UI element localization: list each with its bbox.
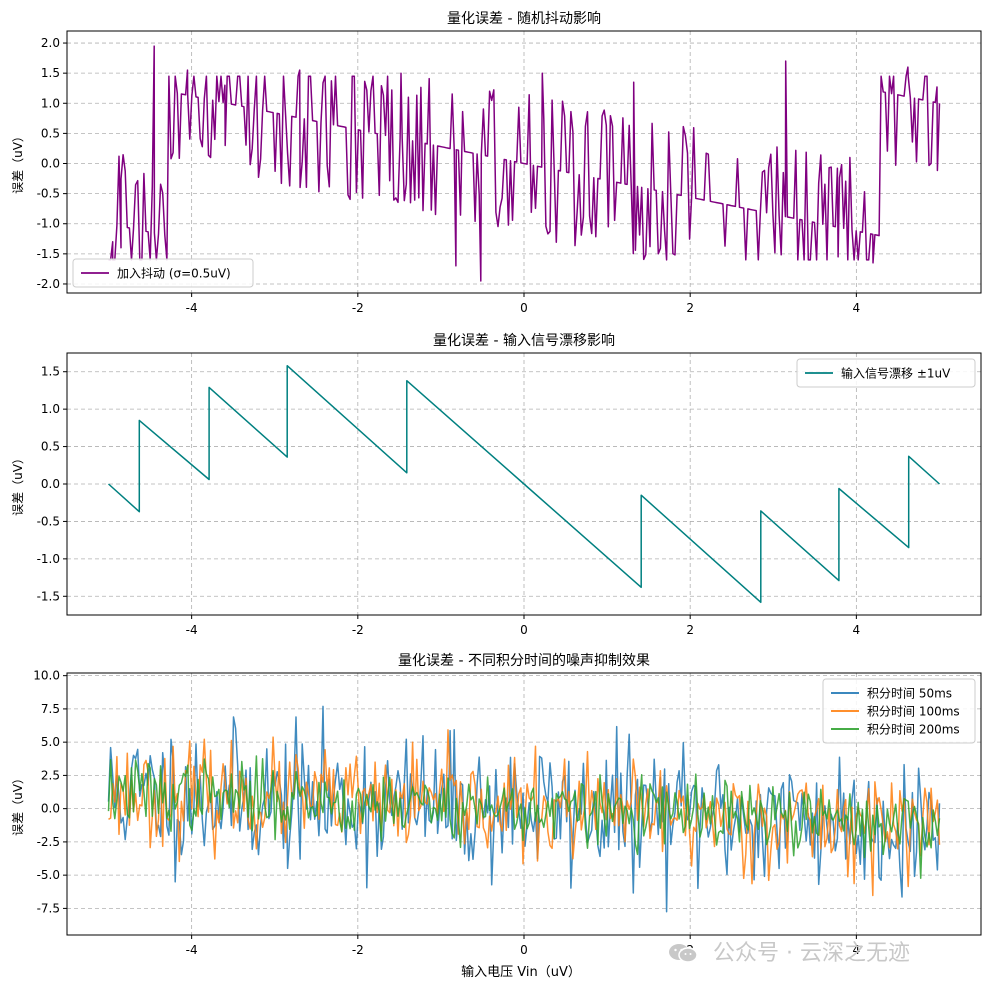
x-tick-label: 0 — [520, 943, 528, 957]
legend-label: 积分时间 200ms — [867, 723, 960, 737]
x-tick-label: 4 — [853, 943, 861, 957]
y-tick-label: 0.0 — [41, 802, 60, 816]
series-line — [108, 45, 941, 282]
legend-label: 加入抖动 (σ=0.5uV) — [117, 267, 231, 281]
x-tick-label: 0 — [520, 301, 528, 315]
x-tick-label: -2 — [352, 623, 364, 637]
wechat-icon — [669, 944, 698, 963]
chart-title: 量化误差 - 输入信号漂移影响 — [433, 333, 615, 349]
y-tick-label: -1.0 — [37, 217, 60, 231]
y-tick-label: 10.0 — [33, 669, 60, 683]
integration-time-noise-chart: -4-2024-7.5-5.0-2.50.02.55.07.510.0量化误差 … — [11, 653, 982, 957]
series-group — [107, 364, 941, 604]
y-tick-label: 0.5 — [41, 440, 60, 454]
y-tick-label: -1.0 — [37, 552, 60, 566]
y-tick-label: -7.5 — [37, 901, 60, 915]
x-tick-label: 4 — [853, 301, 861, 315]
y-tick-label: 0.5 — [41, 126, 60, 140]
drift-error-chart: -4 -2 0 2 4 -1.5 -1.0 -0.5 0.0 0.5 1.0 1.5 量化误差 - 输入… — [11, 333, 982, 637]
y-tick-label: -0.5 — [37, 187, 60, 201]
y-tick-label: -5.0 — [37, 868, 60, 882]
legend-label: 输入信号漂移 ±1uV — [841, 366, 951, 381]
x-tick-label: 4 — [853, 623, 861, 637]
y-axis-label: 误差（uV） — [11, 130, 25, 194]
series-group — [107, 705, 941, 913]
legend: 积分时间 50ms 积分时间 100ms 积分时间 200ms — [822, 678, 976, 744]
chart-title: 量化误差 - 随机抖动影响 — [447, 11, 601, 27]
x-tick-label: -4 — [186, 623, 198, 637]
watermark-text: 公众号 · 云深之无迹 — [713, 941, 910, 966]
series-line — [107, 755, 941, 879]
legend-box — [72, 258, 254, 288]
x-tick-label: -2 — [352, 301, 364, 315]
legend-label: 积分时间 50ms — [867, 687, 952, 701]
y-tick-label: 1.5 — [41, 66, 60, 80]
legend-label: 积分时间 100ms — [867, 705, 960, 719]
x-tick-label: -4 — [186, 943, 198, 957]
chart-title: 量化误差 - 不同积分时间的噪声抑制效果 — [398, 653, 650, 669]
watermark: 公众号 · 云深之无迹 — [668, 935, 910, 967]
x-axis-label: 输入电压 Vin（uV） — [461, 964, 581, 980]
y-tick-label: 0.0 — [41, 157, 60, 171]
y-tick-label: -1.5 — [37, 247, 60, 261]
x-tick-label: 2 — [686, 623, 694, 637]
legend: 输入信号漂移 ±1uV — [796, 358, 976, 388]
y-tick-label: 7.5 — [41, 702, 60, 716]
y-tick-label: 1.0 — [41, 402, 60, 416]
x-tick-label: 0 — [520, 623, 528, 637]
y-tick-label: 2.0 — [41, 36, 60, 50]
y-tick-label: 5.0 — [41, 735, 60, 749]
y-tick-label: 1.5 — [41, 365, 60, 379]
series-line — [107, 364, 941, 604]
x-tick-label: 2 — [686, 301, 694, 315]
series-group — [108, 45, 941, 282]
y-axis-label: 误差（uV） — [11, 452, 25, 516]
y-tick-label: 0.0 — [41, 477, 60, 491]
legend: 加入抖动 (σ=0.5uV) — [72, 258, 254, 288]
y-tick-label: 2.5 — [41, 768, 60, 782]
y-tick-label: -2.0 — [37, 277, 60, 291]
y-tick-label: -1.5 — [37, 589, 60, 603]
y-axis-label: 误差（uV） — [11, 772, 25, 836]
x-tick-label: -4 — [186, 301, 198, 315]
x-tick-label: -2 — [352, 943, 364, 957]
legend-box — [796, 358, 976, 388]
legend-box — [822, 678, 976, 744]
y-tick-label: -0.5 — [37, 514, 60, 528]
y-tick-label: 1.0 — [41, 96, 60, 110]
y-tick-label: -2.5 — [37, 835, 60, 849]
dither-error-chart: -4 -2 0 2 4 -2.0 -1.5 -1.0 -0.5 0.0 0.5 1.0 1.5 2.0 量化… — [11, 11, 982, 315]
